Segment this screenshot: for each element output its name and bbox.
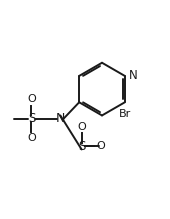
Text: O: O: [27, 94, 36, 104]
Text: N: N: [56, 112, 65, 125]
Text: S: S: [78, 140, 85, 153]
Text: N: N: [129, 69, 137, 82]
Text: O: O: [96, 141, 105, 151]
Text: Br: Br: [119, 109, 131, 119]
Text: O: O: [77, 122, 86, 132]
Text: O: O: [27, 133, 36, 143]
Text: S: S: [28, 112, 35, 125]
